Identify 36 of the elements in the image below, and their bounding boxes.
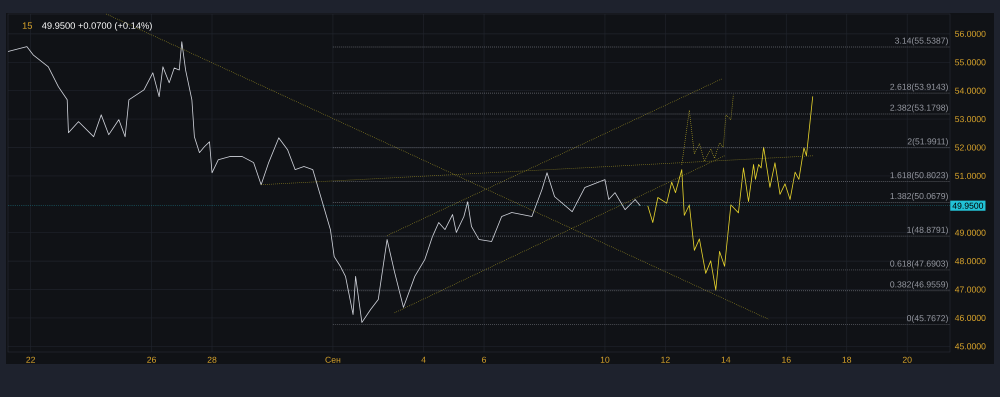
x-tick-label: 20 xyxy=(902,356,912,363)
text: 49.9500 +0.0700 (+0.14%) xyxy=(42,22,152,31)
series-label: 2(51.9911) xyxy=(908,138,948,146)
y-tick-label: 54.0000 xyxy=(955,88,986,94)
x-tick-label: 4 xyxy=(421,356,426,363)
series-label: 0.618(47.6903) xyxy=(890,260,948,268)
series-label: 0(45.7672) xyxy=(906,314,948,323)
series-label: 2.382(53.1798) xyxy=(890,104,948,112)
y-tick-label: 52.0000 xyxy=(955,144,986,151)
x-tick-label: 6 xyxy=(482,356,486,363)
y-tick-label: 48.0000 xyxy=(954,258,986,264)
y-tick-label: 51.0000 xyxy=(955,172,986,179)
ref-line-label: 49.9500 xyxy=(952,202,984,209)
x-tick-label: Сен xyxy=(325,356,340,363)
x-tick-label: 28 xyxy=(208,356,216,363)
series-label: 3.14(55.5387) xyxy=(894,37,948,46)
y-tick-label: 53.0000 xyxy=(955,116,986,122)
y-tick-label: 45.0000 xyxy=(954,343,986,350)
x-tick-label: 12 xyxy=(661,356,670,363)
series-label: 1(48.8791) xyxy=(907,226,948,235)
y-tick-label: 47.0000 xyxy=(954,286,986,293)
x-tick-label: 22 xyxy=(26,356,36,363)
x-tick-label: 18 xyxy=(842,356,852,363)
series-label: 1.382(50.0679) xyxy=(890,192,948,201)
series-label: 1.618(50.8023) xyxy=(890,172,948,180)
x-tick-label: 26 xyxy=(147,356,156,363)
y-tick-label: 55.0000 xyxy=(955,59,986,66)
x-tick-label: 16 xyxy=(782,356,791,363)
x-tick-label: 14 xyxy=(722,356,730,363)
y-tick-label: 49.0000 xyxy=(954,230,986,236)
series-label: 0.382(46.9559) xyxy=(890,281,948,290)
x-tick-label: 10 xyxy=(600,356,610,363)
series-label: 2.618(53.9143) xyxy=(890,83,948,92)
text: 15 xyxy=(22,22,32,29)
y-tick-label: 56.0000 xyxy=(955,30,986,37)
y-tick-label: 46.0000 xyxy=(954,314,986,321)
